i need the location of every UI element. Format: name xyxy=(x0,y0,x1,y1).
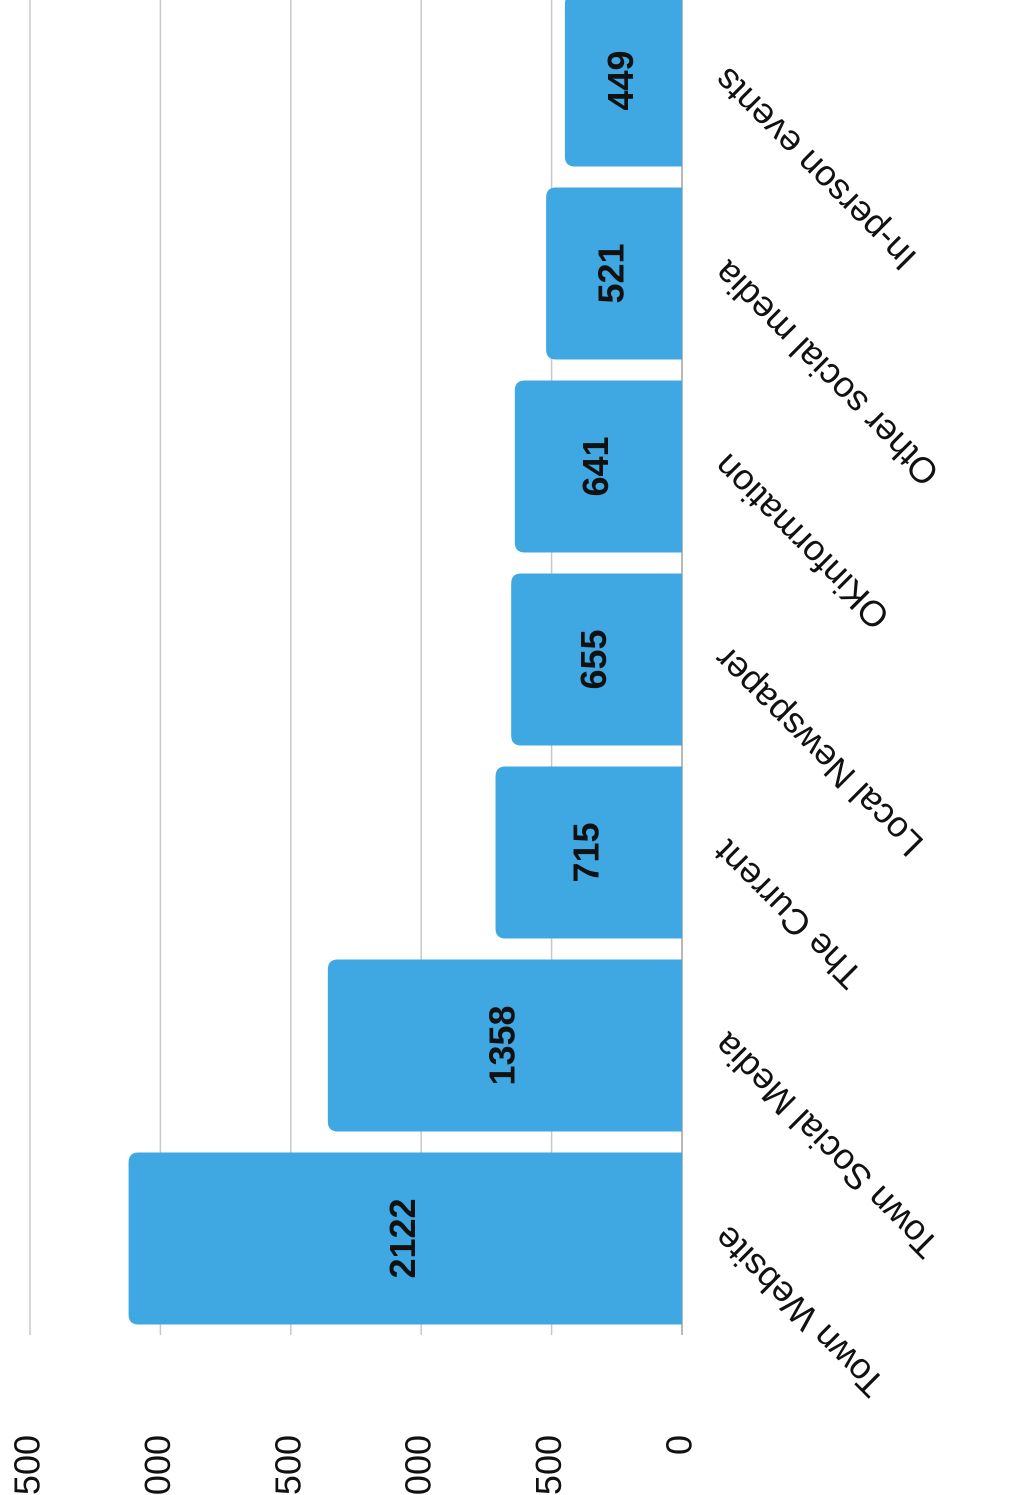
x-tick-label: OKinformation xyxy=(705,446,897,638)
y-tick-label: 1,500 xyxy=(267,1435,308,1495)
value-label: 521 xyxy=(591,243,632,303)
bar xyxy=(514,380,682,553)
y-tick-label: 2,000 xyxy=(137,1435,178,1495)
value-label: 655 xyxy=(573,629,614,689)
y-tick-label: 1,000 xyxy=(398,1435,439,1495)
bar xyxy=(128,1152,682,1325)
bar xyxy=(564,0,682,167)
x-tick-label: The Current xyxy=(705,832,870,997)
bar xyxy=(327,959,682,1132)
x-tick-label: Local Newspaper xyxy=(705,639,931,865)
bar xyxy=(511,573,682,746)
x-tick-label: In-person events xyxy=(705,60,924,279)
y-tick-label: 2,500 xyxy=(7,1435,48,1495)
value-label: 641 xyxy=(575,436,616,496)
bar xyxy=(495,766,682,939)
x-tick-label: Town Website xyxy=(705,1218,892,1405)
value-label: 715 xyxy=(565,822,606,882)
plot: 0 500 1,000 1,500 2,000 2,500 2122 Town Website… xyxy=(7,0,947,1495)
bar xyxy=(546,187,682,360)
value-label: 449 xyxy=(600,50,641,110)
value-label: 1358 xyxy=(481,1005,522,1085)
y-tick-label: 500 xyxy=(528,1435,569,1495)
y-tick-label: 0 xyxy=(659,1435,700,1455)
value-label: 2122 xyxy=(382,1198,423,1278)
